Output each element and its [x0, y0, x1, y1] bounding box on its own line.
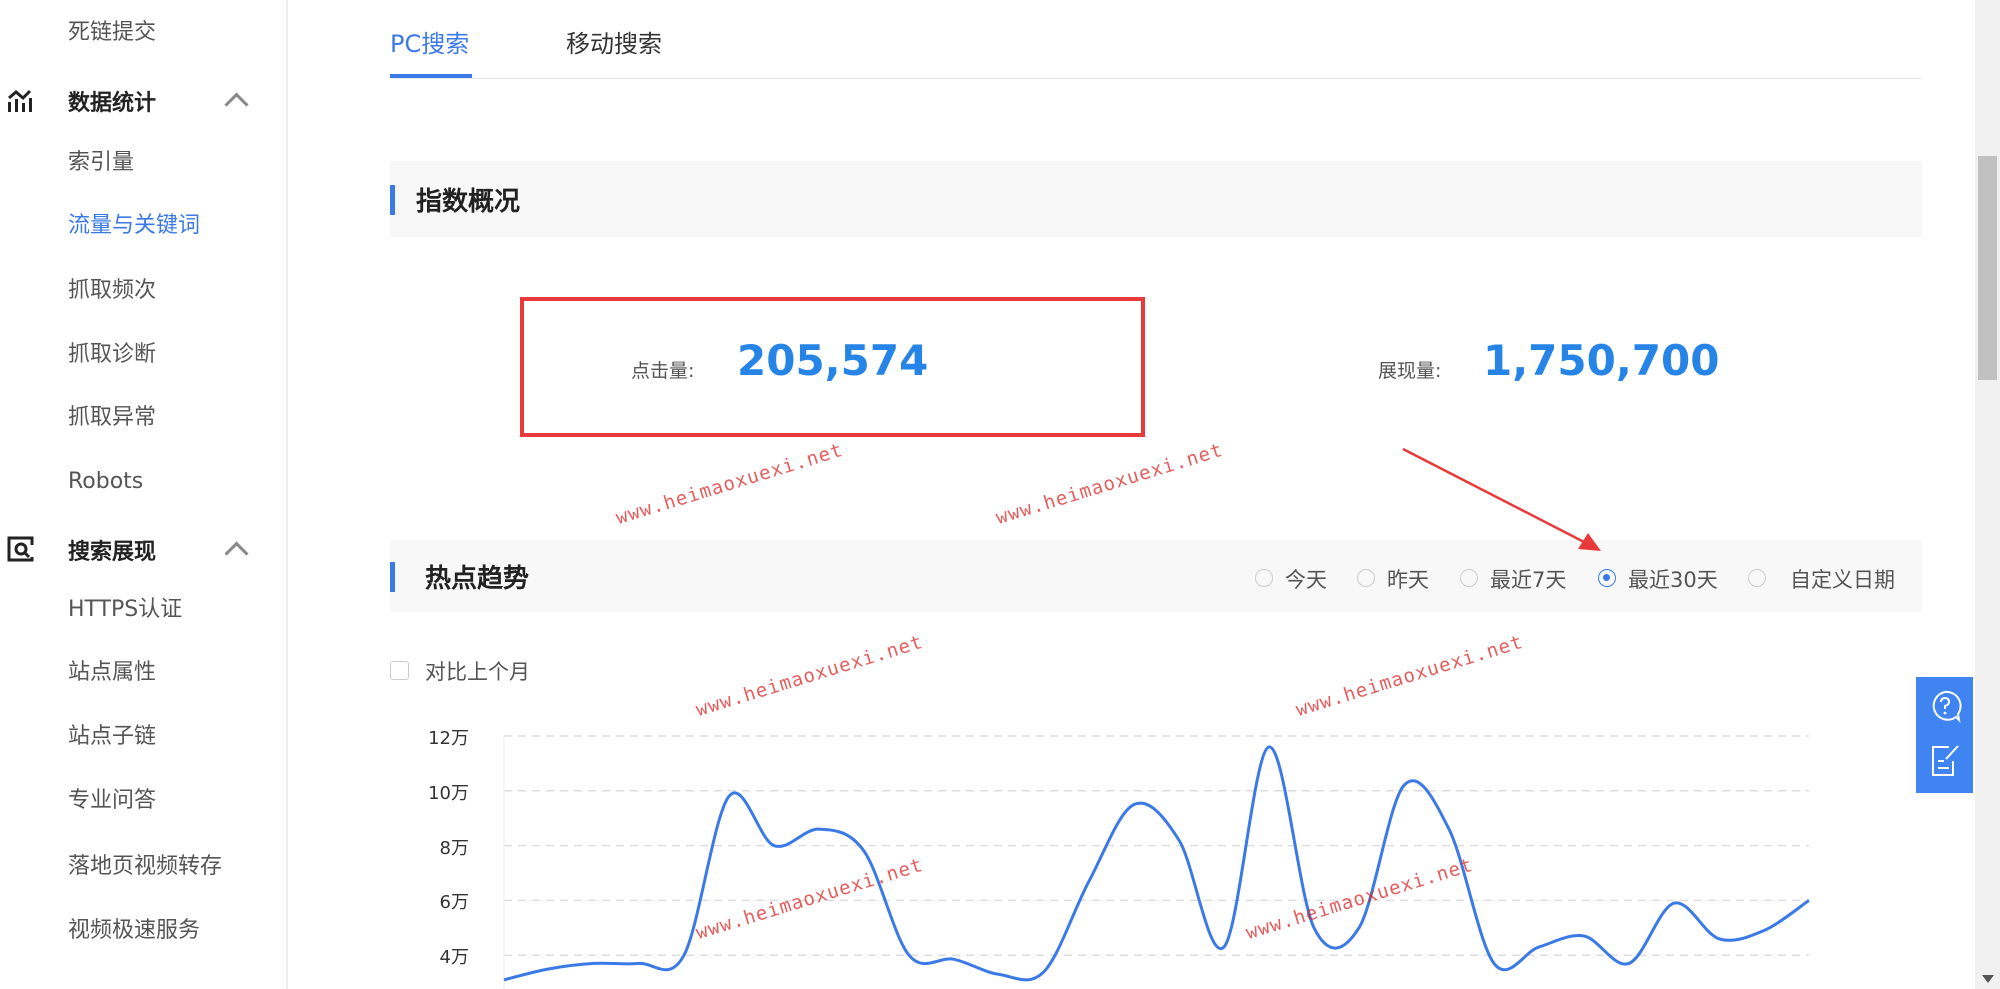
radio-icon: [1357, 569, 1375, 587]
data-point[interactable]: [1758, 925, 1770, 937]
clicks-label: 点击量:: [631, 360, 695, 382]
radio-label: 自定义日期: [1790, 568, 1895, 592]
data-point[interactable]: [543, 963, 555, 975]
data-point[interactable]: [1713, 933, 1725, 945]
data-point[interactable]: [588, 957, 600, 969]
bar-chart-icon: [8, 89, 32, 112]
data-point[interactable]: [1353, 922, 1365, 934]
sidebar-item-crawl-errors[interactable]: 抓取异常: [68, 405, 157, 430]
data-point[interactable]: [1128, 799, 1140, 811]
data-point[interactable]: [768, 840, 780, 852]
data-point[interactable]: [993, 968, 1005, 980]
tab-pc-search[interactable]: PC搜索: [390, 30, 470, 58]
data-point[interactable]: [1533, 941, 1545, 953]
scroll-down-arrow-icon[interactable]: [1982, 975, 1994, 983]
sidebar-item-traffic-keywords[interactable]: 流量与关键词: [68, 213, 201, 238]
highlight-box: [520, 297, 1145, 437]
sidebar-group-label: 数据统计: [68, 91, 157, 116]
section-title: 热点趋势: [425, 564, 530, 594]
feedback-edit-icon[interactable]: [1929, 743, 1961, 779]
search-screen-icon: [7, 536, 34, 562]
radio-label: 昨天: [1387, 568, 1429, 592]
trend-header: 热点趋势: [390, 540, 1922, 612]
sidebar-item-video-speed[interactable]: 视频极速服务: [68, 918, 201, 943]
checkbox-icon: [390, 661, 409, 680]
data-point[interactable]: [633, 957, 645, 969]
tab-mobile-search[interactable]: 移动搜索: [566, 30, 662, 58]
data-point[interactable]: [1398, 779, 1410, 791]
series-line: [503, 745, 1810, 982]
impressions-value: 1,750,700: [1483, 336, 1720, 385]
sidebar: 死链提交 数据统计 索引量 流量与关键词 抓取频次 抓取诊断 抓取异常 Robo…: [0, 0, 288, 989]
section-accent-bar: [390, 185, 395, 215]
checkbox-label: 对比上个月: [425, 660, 530, 684]
sidebar-item-landing-video[interactable]: 落地页视频转存: [68, 854, 223, 879]
data-point[interactable]: [1173, 834, 1185, 846]
sidebar-item-dead-link[interactable]: 死链提交: [68, 20, 157, 45]
radio-icon: [1748, 569, 1766, 587]
section-accent-bar: [390, 562, 395, 592]
y-tick-label: 12万: [428, 728, 469, 749]
data-point[interactable]: [1308, 922, 1320, 934]
sidebar-item-robots[interactable]: Robots: [68, 469, 144, 494]
radio-icon: [1460, 569, 1478, 587]
sidebar-item-qa[interactable]: 专业问答: [68, 788, 157, 813]
sidebar-group-search-display[interactable]: 搜索展现: [0, 529, 286, 569]
data-point[interactable]: [1488, 957, 1500, 969]
sidebar-group-label: 搜索展现: [68, 540, 157, 565]
sidebar-group-data-stats[interactable]: 数据统计: [0, 80, 286, 120]
data-point[interactable]: [813, 823, 825, 835]
data-point[interactable]: [1623, 957, 1635, 969]
clicks-value: 205,574: [737, 336, 929, 385]
data-point[interactable]: [1038, 966, 1050, 978]
tab-divider: [390, 78, 1922, 79]
data-point[interactable]: [858, 845, 870, 857]
data-point[interactable]: [948, 953, 960, 965]
sidebar-item-index[interactable]: 索引量: [68, 150, 135, 175]
float-panel: [1916, 677, 1973, 793]
data-point[interactable]: [903, 949, 915, 961]
radio-icon: [1255, 569, 1273, 587]
impressions-label: 展现量:: [1378, 360, 1442, 382]
sidebar-item-site-attributes[interactable]: 站点属性: [68, 660, 157, 685]
y-tick-label: 10万: [428, 783, 469, 804]
data-point[interactable]: [1083, 875, 1095, 887]
data-point[interactable]: [1803, 894, 1815, 906]
sidebar-item-sitelinks[interactable]: 站点子链: [68, 724, 157, 749]
y-tick-label: 6万: [439, 892, 469, 913]
data-point[interactable]: [1668, 897, 1680, 909]
y-tick-label: 4万: [439, 947, 469, 968]
data-point[interactable]: [678, 949, 690, 961]
y-tick-label: 8万: [439, 838, 469, 859]
sidebar-item-crawl-diagnosis[interactable]: 抓取诊断: [68, 342, 157, 367]
data-point[interactable]: [1443, 823, 1455, 835]
overview-header: 指数概况: [390, 161, 1922, 237]
data-point[interactable]: [1263, 741, 1275, 753]
sidebar-item-https[interactable]: HTTPS认证: [68, 597, 183, 622]
section-title: 指数概况: [416, 187, 521, 217]
radio-label: 最近30天: [1628, 568, 1718, 592]
radio-label: 今天: [1285, 568, 1327, 592]
help-chat-icon[interactable]: [1928, 689, 1962, 725]
tab-active-indicator: [390, 74, 472, 78]
radio-selected-icon: [1598, 569, 1616, 587]
data-point[interactable]: [1218, 941, 1230, 953]
data-point[interactable]: [1578, 930, 1590, 942]
radio-label: 最近7天: [1490, 568, 1567, 592]
scrollbar-thumb[interactable]: [1978, 156, 1997, 380]
scrollbar-track[interactable]: [1975, 0, 2000, 989]
data-point[interactable]: [498, 974, 510, 986]
sidebar-item-crawl-frequency[interactable]: 抓取频次: [68, 278, 157, 303]
data-point[interactable]: [723, 790, 735, 802]
